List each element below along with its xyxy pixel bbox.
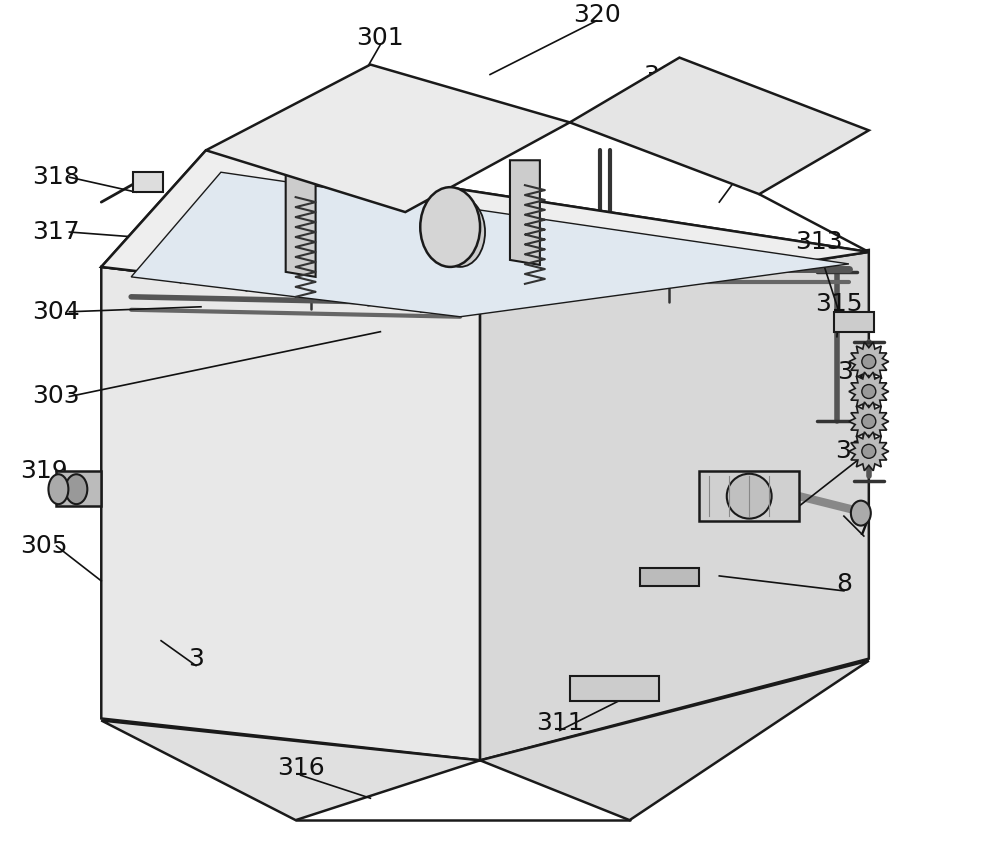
- Polygon shape: [510, 161, 540, 265]
- Circle shape: [862, 355, 876, 369]
- Polygon shape: [101, 721, 480, 820]
- Ellipse shape: [435, 197, 485, 267]
- Polygon shape: [131, 173, 849, 317]
- Text: 302: 302: [733, 130, 781, 154]
- Circle shape: [862, 414, 876, 428]
- Ellipse shape: [420, 187, 480, 267]
- Text: 310: 310: [835, 439, 883, 463]
- Text: 315: 315: [815, 292, 863, 316]
- Ellipse shape: [48, 475, 68, 504]
- Bar: [834, 312, 874, 331]
- Ellipse shape: [65, 475, 87, 504]
- Text: 305: 305: [20, 534, 67, 558]
- Bar: [570, 676, 659, 701]
- Polygon shape: [56, 471, 101, 506]
- Text: 318: 318: [33, 165, 80, 189]
- Text: 320: 320: [573, 3, 621, 27]
- Text: 304: 304: [33, 299, 80, 324]
- Text: 8: 8: [836, 572, 852, 595]
- Text: 7: 7: [856, 516, 872, 540]
- Polygon shape: [101, 150, 869, 312]
- Bar: [133, 173, 163, 192]
- Polygon shape: [206, 65, 570, 212]
- Polygon shape: [101, 267, 480, 760]
- Bar: [640, 568, 699, 586]
- Polygon shape: [849, 402, 889, 441]
- Polygon shape: [101, 150, 869, 312]
- Ellipse shape: [727, 474, 772, 519]
- Polygon shape: [849, 372, 889, 411]
- Polygon shape: [480, 250, 869, 760]
- Text: 311: 311: [536, 711, 584, 735]
- Polygon shape: [286, 173, 316, 277]
- Polygon shape: [480, 661, 869, 820]
- Polygon shape: [570, 58, 869, 194]
- Text: 316: 316: [277, 756, 325, 780]
- Text: 313: 313: [795, 230, 843, 254]
- Circle shape: [862, 385, 876, 399]
- Text: 319: 319: [20, 459, 67, 483]
- Text: 312: 312: [837, 360, 885, 383]
- Text: 306: 306: [644, 64, 691, 87]
- Polygon shape: [849, 342, 889, 381]
- Text: 301: 301: [357, 26, 404, 50]
- Polygon shape: [849, 432, 889, 470]
- Text: 317: 317: [33, 220, 80, 244]
- Text: 303: 303: [33, 385, 80, 408]
- Ellipse shape: [851, 501, 871, 526]
- Bar: [699, 471, 799, 521]
- Circle shape: [862, 444, 876, 458]
- Text: 3: 3: [188, 646, 204, 671]
